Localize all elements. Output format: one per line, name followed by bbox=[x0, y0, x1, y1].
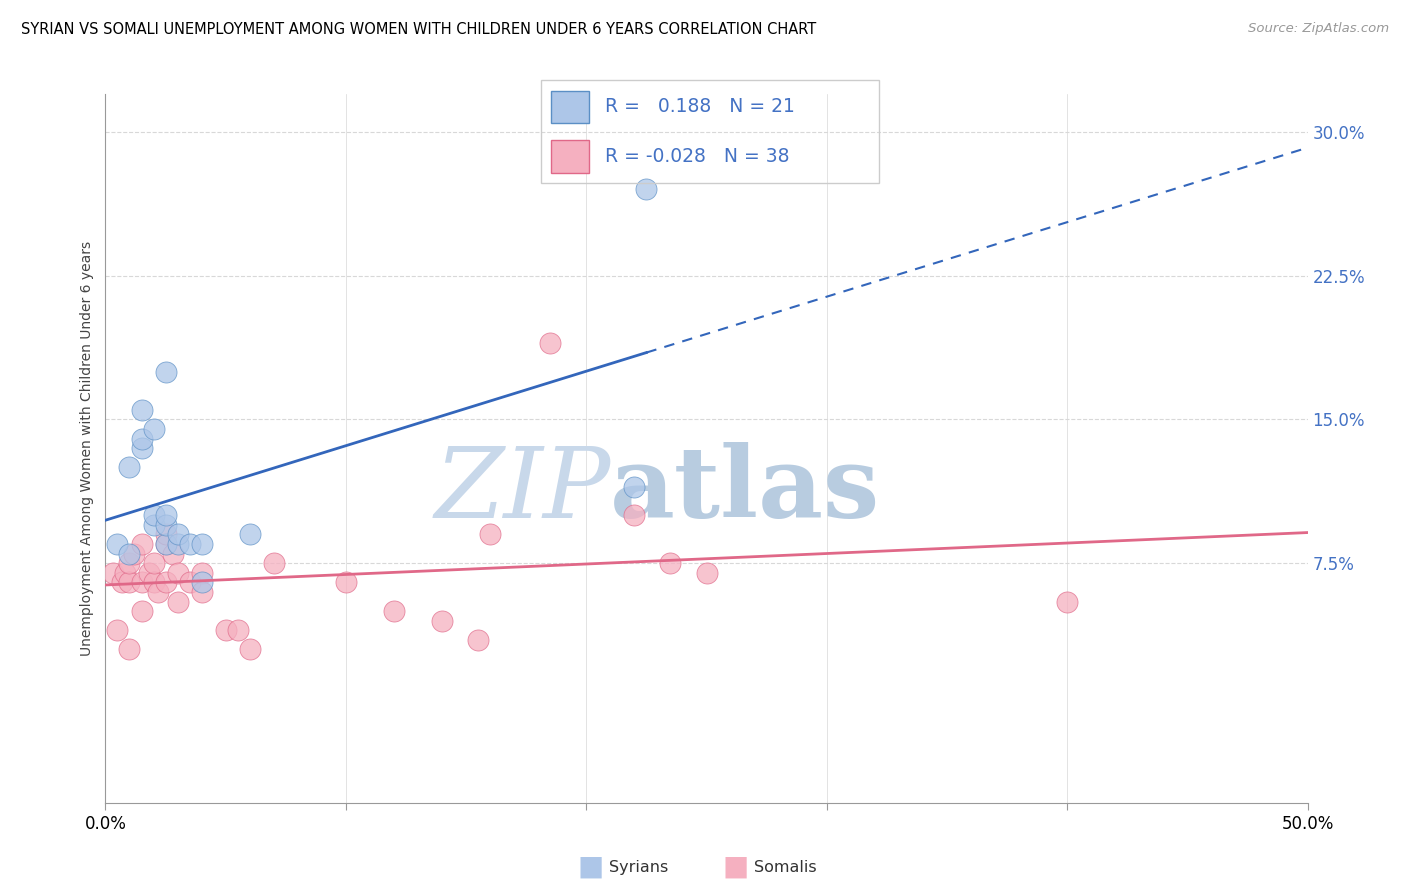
Point bbox=[467, 632, 489, 647]
Point bbox=[142, 422, 165, 436]
Point bbox=[190, 575, 212, 590]
Text: R =   0.188   N = 21: R = 0.188 N = 21 bbox=[606, 97, 796, 117]
Point bbox=[155, 537, 177, 551]
Text: ■: ■ bbox=[723, 853, 748, 881]
Point bbox=[430, 614, 453, 628]
Point bbox=[1056, 594, 1078, 608]
Point bbox=[162, 547, 184, 561]
Point bbox=[190, 537, 212, 551]
Point bbox=[142, 556, 165, 570]
Text: atlas: atlas bbox=[610, 442, 880, 540]
Point bbox=[118, 642, 141, 657]
Y-axis label: Unemployment Among Women with Children Under 6 years: Unemployment Among Women with Children U… bbox=[80, 241, 94, 656]
Point bbox=[131, 403, 153, 417]
Point bbox=[166, 537, 188, 551]
Point bbox=[155, 365, 177, 379]
Point bbox=[335, 575, 357, 590]
Point bbox=[138, 566, 160, 580]
Point bbox=[179, 537, 201, 551]
Point bbox=[124, 547, 146, 561]
Text: R = -0.028   N = 38: R = -0.028 N = 38 bbox=[606, 146, 790, 166]
Point bbox=[166, 566, 188, 580]
Point bbox=[226, 624, 249, 638]
Point bbox=[107, 624, 129, 638]
Point bbox=[114, 566, 136, 580]
Point bbox=[101, 566, 124, 580]
Point bbox=[155, 517, 177, 532]
Point bbox=[166, 527, 188, 541]
Point bbox=[118, 575, 141, 590]
Point bbox=[155, 537, 177, 551]
Point bbox=[696, 566, 718, 580]
Point bbox=[142, 575, 165, 590]
Point bbox=[142, 517, 165, 532]
Point bbox=[179, 575, 201, 590]
Point bbox=[155, 527, 177, 541]
Point bbox=[623, 479, 645, 493]
Point bbox=[142, 508, 165, 523]
Point bbox=[131, 537, 153, 551]
Point bbox=[382, 604, 405, 618]
Point bbox=[131, 604, 153, 618]
Point bbox=[131, 575, 153, 590]
Point bbox=[148, 585, 170, 599]
Point bbox=[155, 508, 177, 523]
FancyBboxPatch shape bbox=[551, 140, 589, 173]
Text: Somalis: Somalis bbox=[754, 860, 817, 874]
Point bbox=[214, 624, 236, 638]
Point bbox=[107, 537, 129, 551]
Point bbox=[659, 556, 682, 570]
Point bbox=[538, 335, 561, 350]
Point bbox=[479, 527, 502, 541]
Point bbox=[111, 575, 134, 590]
Point bbox=[623, 508, 645, 523]
Text: Syrians: Syrians bbox=[609, 860, 668, 874]
Point bbox=[166, 594, 188, 608]
Point bbox=[155, 575, 177, 590]
Point bbox=[239, 642, 262, 657]
Point bbox=[190, 566, 212, 580]
Point bbox=[118, 547, 141, 561]
Point bbox=[118, 556, 141, 570]
Point bbox=[239, 527, 262, 541]
Point bbox=[131, 442, 153, 455]
Point bbox=[636, 182, 658, 196]
Text: Source: ZipAtlas.com: Source: ZipAtlas.com bbox=[1249, 22, 1389, 36]
Text: ■: ■ bbox=[578, 853, 603, 881]
Point bbox=[263, 556, 285, 570]
FancyBboxPatch shape bbox=[551, 91, 589, 123]
Point bbox=[131, 432, 153, 446]
Point bbox=[190, 585, 212, 599]
Text: SYRIAN VS SOMALI UNEMPLOYMENT AMONG WOMEN WITH CHILDREN UNDER 6 YEARS CORRELATIO: SYRIAN VS SOMALI UNEMPLOYMENT AMONG WOME… bbox=[21, 22, 817, 37]
Point bbox=[118, 460, 141, 475]
Text: ZIP: ZIP bbox=[434, 443, 610, 539]
